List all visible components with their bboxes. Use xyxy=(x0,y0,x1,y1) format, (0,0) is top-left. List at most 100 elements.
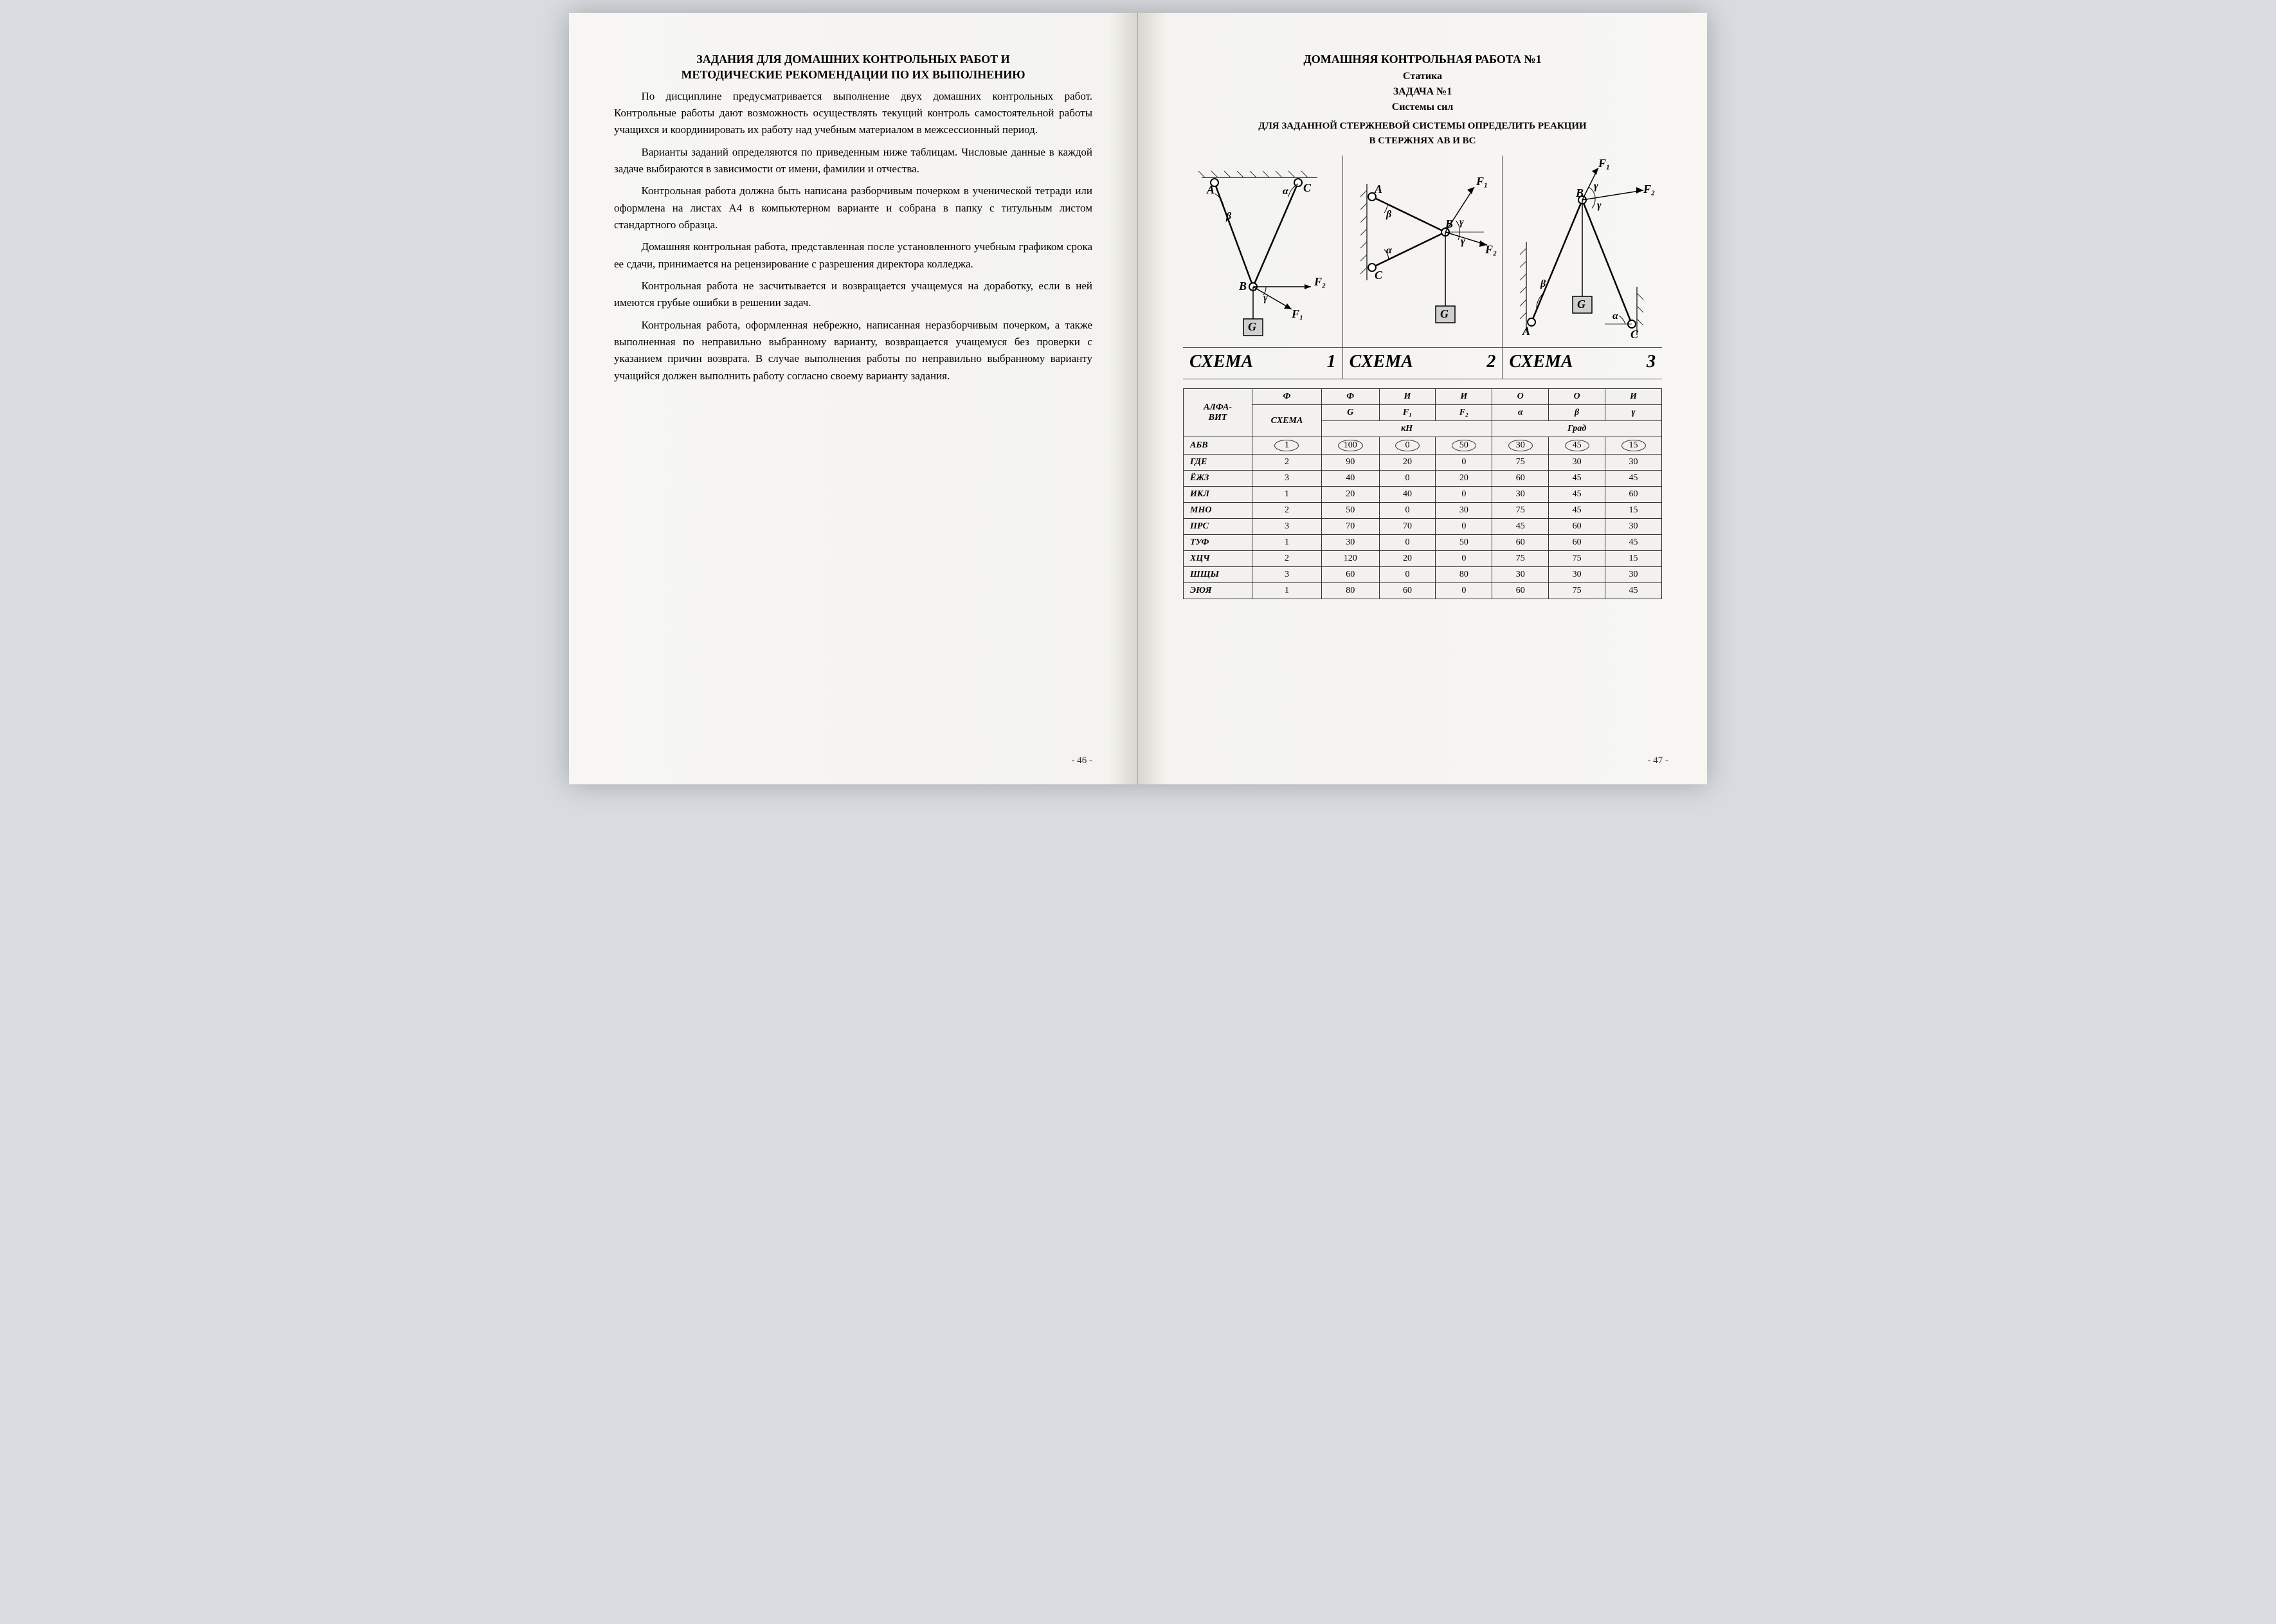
table-cell: 40 xyxy=(1321,471,1379,487)
svg-text:G: G xyxy=(1440,307,1449,320)
table-row: ИКЛ120400304560 xyxy=(1184,487,1662,503)
table-cell: 30 xyxy=(1492,487,1549,503)
table-cell: 0 xyxy=(1436,519,1492,535)
table-cell: 60 xyxy=(1549,535,1605,551)
table-row: АБВ1100050304515 xyxy=(1184,437,1662,455)
th-G: G xyxy=(1321,405,1379,421)
paragraph: Контрольная работа, оформленная небрежно… xyxy=(614,317,1092,384)
schema-label-2: СХЕМА 2 xyxy=(1343,348,1503,379)
svg-text:β: β xyxy=(1386,209,1392,220)
table-cell: 0 xyxy=(1379,437,1436,455)
table-cell: 120 xyxy=(1321,551,1379,567)
svg-text:α: α xyxy=(1386,245,1393,256)
page-left: ЗАДАНИЯ ДЛЯ ДОМАШНИХ КОНТРОЛЬНЫХ РАБОТ И… xyxy=(569,13,1138,784)
table-cell: ЁЖЗ xyxy=(1184,471,1252,487)
svg-text:B: B xyxy=(1238,280,1247,293)
svg-text:α: α xyxy=(1283,186,1289,197)
table-cell: ХЦЧ xyxy=(1184,551,1252,567)
svg-text:F₁: F₁ xyxy=(1598,158,1610,170)
svg-text:A: A xyxy=(1522,325,1530,338)
table-row: МНО250030754515 xyxy=(1184,503,1662,519)
svg-text:γ: γ xyxy=(1597,200,1602,211)
table-cell: 45 xyxy=(1605,471,1662,487)
th-phi2: Ф xyxy=(1321,389,1379,405)
right-t2: Статика xyxy=(1183,71,1662,82)
table-cell: 2 xyxy=(1252,503,1322,519)
table-cell: 45 xyxy=(1549,471,1605,487)
table-cell: 60 xyxy=(1379,583,1436,599)
table-cell: 30 xyxy=(1549,567,1605,583)
table-cell: 0 xyxy=(1436,583,1492,599)
table-cell: 1 xyxy=(1252,583,1322,599)
th-kn: кН xyxy=(1321,421,1492,437)
svg-text:β: β xyxy=(1540,278,1546,289)
title-line2: МЕТОДИЧЕСКИЕ РЕКОМЕНДАЦИИ ПО ИХ ВЫПОЛНЕН… xyxy=(682,68,1025,81)
data-table: АЛФА- ВИТ Ф Ф И И О О И СХЕМА G F₁ F₂ α … xyxy=(1183,388,1662,599)
table-cell: 60 xyxy=(1605,487,1662,503)
svg-text:γ: γ xyxy=(1461,236,1465,247)
table-cell: 3 xyxy=(1252,471,1322,487)
diagram-2: A C B β α γ γ F₁ F₂ G xyxy=(1343,156,1503,347)
right-t1: ДОМАШНЯЯ КОНТРОЛЬНАЯ РАБОТА №1 xyxy=(1183,51,1662,67)
table-cell: ИКЛ xyxy=(1184,487,1252,503)
svg-text:α: α xyxy=(1612,311,1619,321)
svg-text:C: C xyxy=(1375,269,1383,282)
th-o1: О xyxy=(1492,389,1549,405)
table-row: ЭЮЯ180600607545 xyxy=(1184,583,1662,599)
table-cell: 60 xyxy=(1492,535,1549,551)
table-cell: 20 xyxy=(1436,471,1492,487)
table-cell: ЭЮЯ xyxy=(1184,583,1252,599)
table-cell: 1 xyxy=(1252,487,1322,503)
svg-text:C: C xyxy=(1303,181,1312,194)
svg-text:γ: γ xyxy=(1459,217,1464,228)
table-cell: 45 xyxy=(1492,519,1549,535)
table-cell: 3 xyxy=(1252,567,1322,583)
table-cell: 60 xyxy=(1492,471,1549,487)
table-cell: 80 xyxy=(1436,567,1492,583)
left-paragraphs: По дисциплине предусматривается выполнен… xyxy=(614,88,1092,385)
svg-text:G: G xyxy=(1248,320,1256,333)
table-cell: 20 xyxy=(1379,455,1436,471)
schema-labels: СХЕМА 1 СХЕМА 2 СХЕМА 3 xyxy=(1183,348,1662,379)
table-cell: 20 xyxy=(1321,487,1379,503)
table-cell: 0 xyxy=(1379,471,1436,487)
svg-text:F₂: F₂ xyxy=(1314,275,1326,288)
right-t6: В СТЕРЖНЯХ AB И BC xyxy=(1183,136,1662,147)
page-number-left: - 46 - xyxy=(1072,755,1093,766)
table-cell: ТУФ xyxy=(1184,535,1252,551)
table-cell: ШЩЫ xyxy=(1184,567,1252,583)
table-cell: 15 xyxy=(1605,437,1662,455)
table-row: ХЦЧ2120200757515 xyxy=(1184,551,1662,567)
svg-text:γ: γ xyxy=(1594,181,1598,192)
left-title: ЗАДАНИЯ ДЛЯ ДОМАШНИХ КОНТРОЛЬНЫХ РАБОТ И… xyxy=(614,51,1092,83)
th-F2: F₂ xyxy=(1436,405,1492,421)
table-cell: 30 xyxy=(1605,519,1662,535)
page-right: ДОМАШНЯЯ КОНТРОЛЬНАЯ РАБОТА №1 Статика З… xyxy=(1138,13,1707,784)
paragraph: Домашняя контрольная работа, представлен… xyxy=(614,239,1092,273)
table-cell: 60 xyxy=(1492,583,1549,599)
title-line1: ЗАДАНИЯ ДЛЯ ДОМАШНИХ КОНТРОЛЬНЫХ РАБОТ И xyxy=(696,53,1009,66)
right-t5: ДЛЯ ЗАДАННОЙ СТЕРЖНЕВОЙ СИСТЕМЫ ОПРЕДЕЛИ… xyxy=(1183,121,1662,132)
th-beta: β xyxy=(1549,405,1605,421)
table-cell: 30 xyxy=(1605,567,1662,583)
schema-label-3: СХЕМА 3 xyxy=(1503,348,1662,379)
table-cell: 45 xyxy=(1605,535,1662,551)
table-cell: 60 xyxy=(1549,519,1605,535)
table-cell: 30 xyxy=(1549,455,1605,471)
table-cell: 45 xyxy=(1549,437,1605,455)
table-cell: 1 xyxy=(1252,535,1322,551)
right-t3: ЗАДАЧА №1 xyxy=(1183,86,1662,98)
svg-text:B: B xyxy=(1445,217,1453,230)
table-cell: 40 xyxy=(1379,487,1436,503)
svg-text:A: A xyxy=(1374,183,1382,195)
table-cell: 70 xyxy=(1321,519,1379,535)
book-spread: ЗАДАНИЯ ДЛЯ ДОМАШНИХ КОНТРОЛЬНЫХ РАБОТ И… xyxy=(569,13,1707,784)
table-cell: 75 xyxy=(1492,551,1549,567)
th-schema: СХЕМА xyxy=(1252,405,1322,437)
svg-text:F₂: F₂ xyxy=(1643,183,1655,195)
table-cell: 30 xyxy=(1492,437,1549,455)
table-cell: 50 xyxy=(1436,535,1492,551)
table-cell: ГДЕ xyxy=(1184,455,1252,471)
table-row: ШЩЫ360080303030 xyxy=(1184,567,1662,583)
table-cell: 3 xyxy=(1252,519,1322,535)
